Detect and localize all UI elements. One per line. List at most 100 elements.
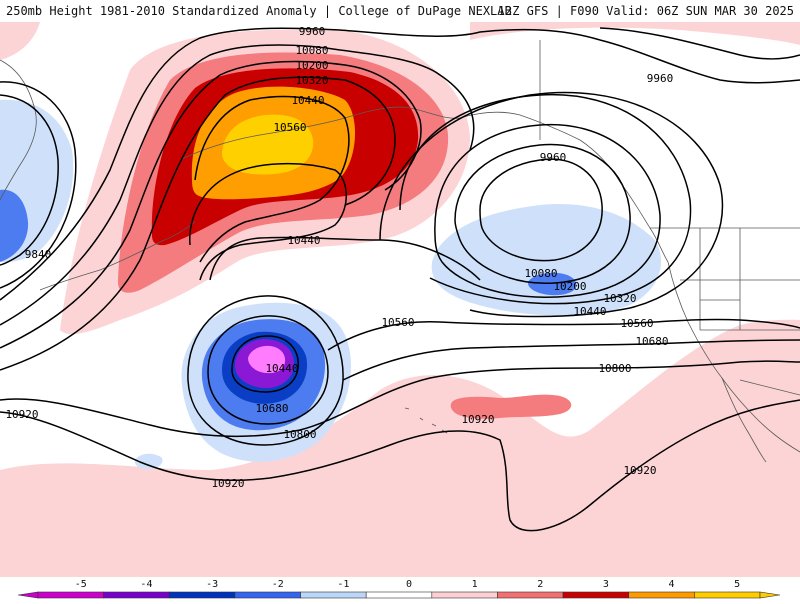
contour-label: 10680 bbox=[635, 335, 668, 348]
anomaly-negative-central-5 bbox=[248, 345, 286, 374]
contour-label: 10440 bbox=[265, 362, 298, 375]
contour-9960-pnw bbox=[479, 158, 603, 262]
contour-10560-zonal bbox=[327, 318, 800, 351]
colorbar-swatch bbox=[562, 591, 630, 599]
contour-label: 10560 bbox=[381, 316, 414, 329]
contour-label: 10920 bbox=[623, 464, 656, 477]
contour-labels: 9960 10080 10200 10320 10440 10560 9960 … bbox=[5, 25, 673, 490]
colorbar-tick-label: -1 bbox=[337, 579, 349, 590]
height-contours bbox=[0, 27, 800, 532]
colorbar-tick-label: 1 bbox=[472, 579, 478, 590]
colorbar-tick-label: -2 bbox=[272, 579, 284, 590]
contour-label: 10560 bbox=[620, 317, 653, 330]
contour-label: 10440 bbox=[291, 94, 324, 107]
border-us-mexico bbox=[739, 379, 800, 396]
contour-10560-low bbox=[207, 315, 329, 425]
colorbar-swatch bbox=[431, 591, 498, 599]
contour-label: 10800 bbox=[598, 362, 631, 375]
colorbar-swatch bbox=[365, 591, 433, 599]
contour-10560-ridge bbox=[189, 162, 347, 281]
map-panel: 9960 10080 10200 10320 10440 10560 9960 … bbox=[0, 22, 800, 577]
contour-10320-ridge bbox=[0, 76, 396, 371]
contour-label: 10800 bbox=[283, 428, 316, 441]
anomaly-negative-pacificnw-1 bbox=[431, 204, 662, 316]
colorbar-tick-label: 4 bbox=[669, 579, 675, 590]
contour-9960-east bbox=[599, 39, 800, 84]
contour-10800-zonal bbox=[0, 360, 800, 438]
colorbar-swatch bbox=[497, 591, 564, 599]
contour-label: 10320 bbox=[295, 74, 328, 87]
contour-9960-ridge bbox=[0, 27, 601, 301]
map-canvas: 9960 10080 10200 10320 10440 10560 9960 … bbox=[0, 22, 800, 577]
contour-label: 10920 bbox=[461, 413, 494, 426]
coast-aleutians bbox=[39, 221, 196, 291]
colorbar-swatch bbox=[694, 591, 761, 599]
anomaly-positive-subtropics-core bbox=[450, 394, 572, 419]
colorbar-swatch bbox=[103, 591, 170, 599]
contour-10320-pnw bbox=[399, 93, 692, 305]
contour-west-1 bbox=[0, 81, 77, 289]
contour-10080-ridge bbox=[0, 44, 475, 326]
colorbar-swatch bbox=[234, 591, 301, 599]
colorbar-tick-label: 2 bbox=[537, 579, 543, 590]
contour-label: 10080 bbox=[295, 44, 328, 57]
anomaly-negative-small bbox=[134, 453, 163, 470]
contour-10680-zonal bbox=[342, 339, 800, 381]
contour-label: 10200 bbox=[553, 280, 586, 293]
contour-10440-ridge bbox=[194, 95, 350, 263]
contour-10440-pnw bbox=[379, 91, 724, 318]
product-title: 250mb Height 1981-2010 Standardized Anom… bbox=[6, 4, 512, 18]
colorbar-swatch bbox=[300, 591, 367, 599]
colorbar-end-left bbox=[17, 591, 39, 599]
coast-uswest bbox=[667, 261, 800, 453]
contour-label: 10680 bbox=[255, 402, 288, 415]
coast-bc bbox=[579, 139, 669, 263]
coast-alaska bbox=[179, 106, 581, 161]
colorbar-svg: -5 -4 -3 -2 -1 0 1 2 3 4 5 bbox=[17, 579, 781, 599]
contour-10440-low bbox=[231, 335, 299, 393]
colorbar-tick-label: -5 bbox=[75, 579, 87, 590]
colorbar-swatches bbox=[17, 591, 781, 599]
contour-label: 10560 bbox=[273, 121, 306, 134]
colorbar-tick-labels: -5 -4 -3 -2 -1 0 1 2 3 4 5 bbox=[75, 579, 740, 590]
contour-label: 9840 bbox=[25, 248, 52, 261]
colorbar-end-right bbox=[759, 591, 781, 599]
anomaly-negative-west-2 bbox=[0, 189, 29, 262]
contour-label: 10080 bbox=[524, 267, 557, 280]
contour-9840-east bbox=[599, 27, 800, 60]
contour-label: 10440 bbox=[287, 234, 320, 247]
colorbar-tick-label: 0 bbox=[406, 579, 412, 590]
contour-label: 10200 bbox=[295, 59, 328, 72]
coastlines bbox=[0, 40, 800, 463]
contour-west-2 bbox=[0, 94, 59, 266]
run-valid-time: 12Z GFS | F090 Valid: 06Z SUN MAR 30 202… bbox=[497, 4, 794, 18]
contour-10080-pnw bbox=[454, 143, 631, 284]
anomaly-positive-northeast bbox=[470, 22, 800, 45]
anomaly-shading bbox=[0, 22, 800, 577]
colorbar-swatch bbox=[37, 591, 104, 599]
coast-hawaii bbox=[404, 407, 448, 434]
contour-10920-zonal bbox=[0, 399, 800, 532]
contour-label: 10920 bbox=[211, 477, 244, 490]
coast-baja bbox=[721, 377, 767, 463]
contour-10200-ridge bbox=[0, 60, 422, 349]
anomaly-positive-subtropics bbox=[0, 319, 800, 577]
map-header: 250mb Height 1981-2010 Standardized Anom… bbox=[0, 0, 800, 22]
contour-10440-trough bbox=[209, 236, 481, 281]
colorbar-tick-label: -4 bbox=[140, 579, 152, 590]
contour-label: 10920 bbox=[5, 408, 38, 421]
contour-label: 10320 bbox=[603, 292, 636, 305]
colorbar-tick-label: 5 bbox=[734, 579, 740, 590]
contour-label: 9960 bbox=[647, 72, 674, 85]
colorbar-swatch bbox=[168, 591, 236, 599]
contour-10200-pnw bbox=[434, 123, 661, 298]
colorbar-tick-label: 3 bbox=[603, 579, 609, 590]
contour-label: 9960 bbox=[299, 25, 326, 38]
contour-label: 9960 bbox=[540, 151, 567, 164]
colorbar-swatch bbox=[628, 591, 695, 599]
coast-asia bbox=[0, 59, 37, 201]
state-lines bbox=[680, 228, 800, 331]
colorbar: -5 -4 -3 -2 -1 0 1 2 3 4 5 bbox=[0, 577, 800, 600]
contour-label: 10440 bbox=[573, 305, 606, 318]
